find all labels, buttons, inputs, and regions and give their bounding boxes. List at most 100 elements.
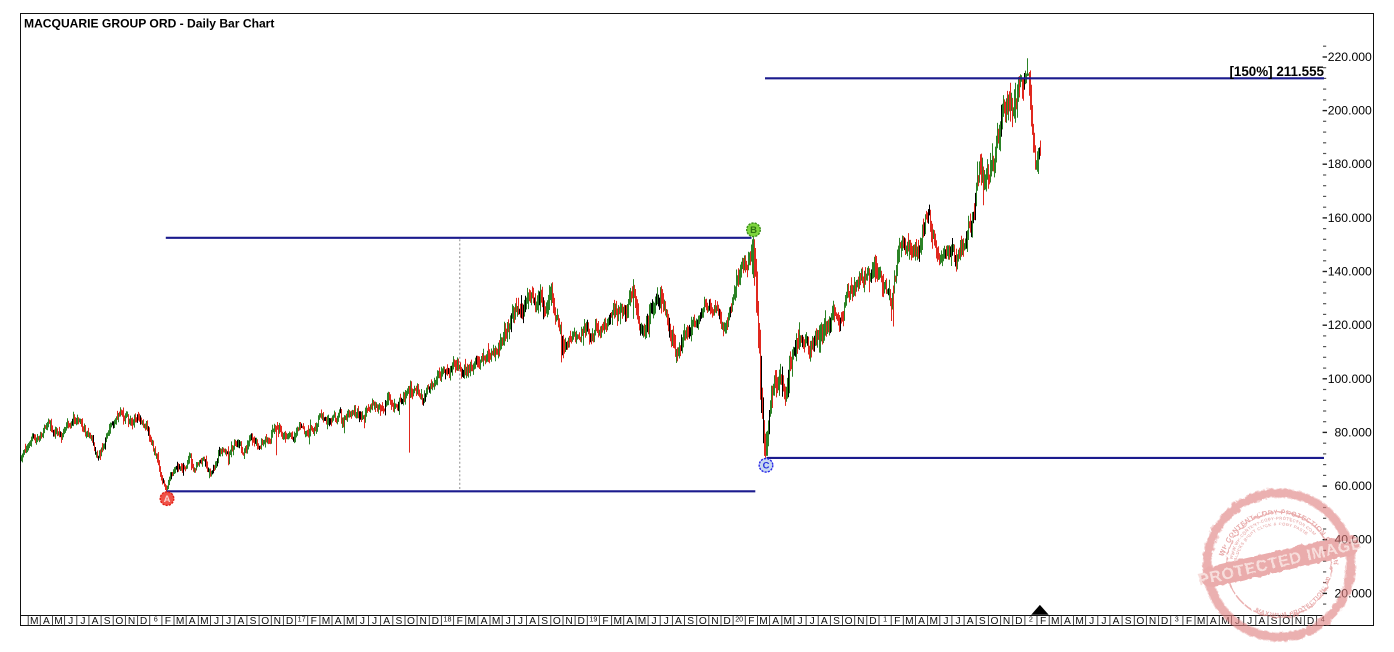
svg-text:D: D [1161,616,1168,627]
svg-text:J: J [80,616,85,627]
svg-text:M: M [905,616,914,627]
svg-text:M: M [784,616,793,627]
svg-text:F: F [748,616,754,627]
svg-text:J: J [664,616,669,627]
svg-text:N: N [1003,616,1010,627]
svg-text:17: 17 [298,615,306,624]
svg-text:F: F [602,616,608,627]
svg-text:M: M [176,616,185,627]
svg-text:19: 19 [589,615,597,624]
svg-text:M: M [1221,616,1230,627]
svg-text:F: F [457,616,463,627]
svg-text:A: A [189,616,196,627]
svg-text:140.000: 140.000 [1328,265,1372,279]
svg-text:A: A [481,616,488,627]
svg-text:A: A [918,616,925,627]
svg-text:A: A [1210,616,1217,627]
svg-text:D: D [432,616,439,627]
svg-text:D: D [1015,616,1022,627]
svg-text:S: S [250,616,257,627]
svg-text:D: D [578,616,585,627]
svg-text:C: C [763,461,770,472]
svg-text:D: D [869,616,876,627]
svg-text:O: O [553,616,561,627]
svg-text:M: M [613,616,622,627]
svg-text:J: J [214,616,219,627]
svg-text:J: J [1101,616,1106,627]
svg-text:A: A [383,616,390,627]
svg-text:N: N [1149,616,1156,627]
svg-text:A: A [1064,616,1071,627]
svg-text:6: 6 [154,615,158,624]
svg-text:S: S [1125,616,1132,627]
svg-text:F: F [311,616,317,627]
svg-text:A: A [238,616,245,627]
svg-text:D: D [1307,616,1314,627]
svg-text:A: A [821,616,828,627]
svg-text:N: N [128,616,135,627]
svg-text:M: M [200,616,209,627]
svg-text:J: J [810,616,815,627]
svg-text:A: A [92,616,99,627]
svg-text:220.000: 220.000 [1328,50,1372,64]
svg-text:N: N [565,616,572,627]
svg-text:A: A [164,494,171,505]
svg-text:N: N [857,616,864,627]
svg-text:J: J [797,616,802,627]
svg-text:B: B [750,225,757,236]
svg-text:18: 18 [444,615,452,624]
svg-text:A: A [626,616,633,627]
svg-text:S: S [541,616,548,627]
svg-text:A: A [675,616,682,627]
svg-text:3: 3 [1175,615,1179,624]
svg-text:J: J [518,616,523,627]
svg-text:O: O [115,616,123,627]
svg-text:S: S [687,616,694,627]
svg-text:M: M [759,616,768,627]
svg-text:100.000: 100.000 [1328,372,1372,386]
svg-text:80.000: 80.000 [1335,425,1372,439]
svg-text:J: J [1247,616,1252,627]
svg-text:S: S [833,616,840,627]
svg-text:N: N [274,616,281,627]
svg-text:N: N [1295,616,1302,627]
svg-text:[150%] 211.555: [150%] 211.555 [1229,64,1324,79]
svg-text:J: J [506,616,511,627]
svg-text:60.000: 60.000 [1335,479,1372,493]
svg-text:A: A [1259,616,1266,627]
svg-text:J: J [68,616,73,627]
svg-text:F: F [894,616,900,627]
svg-text:O: O [991,616,999,627]
svg-text:F: F [1040,616,1046,627]
svg-text:S: S [1271,616,1278,627]
svg-text:O: O [845,616,853,627]
svg-text:M: M [929,616,938,627]
svg-text:200.000: 200.000 [1328,104,1372,118]
svg-text:M: M [1197,616,1206,627]
svg-text:180.000: 180.000 [1328,157,1372,171]
svg-text:M: M [30,616,39,627]
svg-text:A: A [335,616,342,627]
svg-text:M: M [322,616,331,627]
svg-text:J: J [943,616,948,627]
svg-text:O: O [1282,616,1290,627]
svg-text:M: M [346,616,355,627]
svg-text:O: O [1136,616,1144,627]
svg-text:M: M [492,616,501,627]
svg-text:A: A [43,616,50,627]
svg-text:D: D [140,616,147,627]
svg-text:A: A [1113,616,1120,627]
svg-text:J: J [652,616,657,627]
svg-text:D: D [723,616,730,627]
svg-text:J: J [226,616,231,627]
svg-text:J: J [360,616,365,627]
svg-text:O: O [261,616,269,627]
svg-text:J: J [372,616,377,627]
svg-text:M: M [1075,616,1084,627]
svg-text:A: A [967,616,974,627]
svg-text:M: M [638,616,647,627]
svg-text:M: M [54,616,63,627]
svg-text:O: O [407,616,415,627]
svg-text:O: O [699,616,707,627]
svg-text:N: N [420,616,427,627]
